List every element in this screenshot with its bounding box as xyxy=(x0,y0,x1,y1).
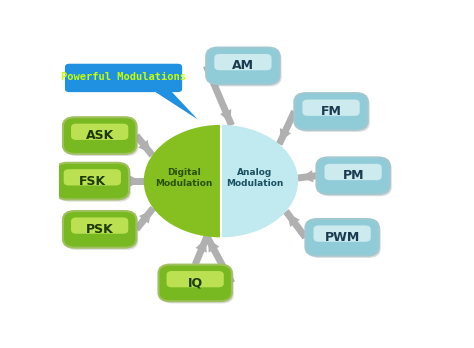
Text: ASK: ASK xyxy=(85,129,114,142)
FancyBboxPatch shape xyxy=(63,117,137,154)
FancyBboxPatch shape xyxy=(294,93,368,130)
FancyBboxPatch shape xyxy=(160,267,234,303)
FancyBboxPatch shape xyxy=(307,221,381,258)
Text: Analog
Modulation: Analog Modulation xyxy=(226,168,283,189)
FancyBboxPatch shape xyxy=(208,50,282,86)
FancyBboxPatch shape xyxy=(296,95,370,132)
FancyBboxPatch shape xyxy=(55,163,129,199)
FancyBboxPatch shape xyxy=(206,48,280,84)
FancyBboxPatch shape xyxy=(65,64,182,92)
Text: PWM: PWM xyxy=(325,231,360,244)
FancyBboxPatch shape xyxy=(65,213,138,250)
FancyBboxPatch shape xyxy=(317,157,390,194)
FancyBboxPatch shape xyxy=(325,164,382,180)
FancyBboxPatch shape xyxy=(63,211,137,248)
Text: Digital
Modulation: Digital Modulation xyxy=(155,168,212,189)
Wedge shape xyxy=(144,125,221,237)
FancyBboxPatch shape xyxy=(71,124,128,140)
Text: FSK: FSK xyxy=(79,175,106,188)
FancyBboxPatch shape xyxy=(302,100,360,116)
FancyBboxPatch shape xyxy=(214,54,272,70)
Text: AM: AM xyxy=(232,60,254,72)
FancyBboxPatch shape xyxy=(318,159,392,196)
Polygon shape xyxy=(151,89,198,119)
Text: PM: PM xyxy=(342,169,364,182)
FancyBboxPatch shape xyxy=(71,218,128,234)
FancyBboxPatch shape xyxy=(65,119,138,156)
FancyBboxPatch shape xyxy=(64,169,121,185)
Text: Powerful Modulations: Powerful Modulations xyxy=(61,72,186,82)
Wedge shape xyxy=(221,125,298,237)
FancyBboxPatch shape xyxy=(158,264,232,301)
FancyBboxPatch shape xyxy=(305,219,379,256)
FancyBboxPatch shape xyxy=(313,226,371,242)
Text: IQ: IQ xyxy=(188,276,203,290)
Text: PSK: PSK xyxy=(86,223,114,236)
FancyBboxPatch shape xyxy=(166,271,224,287)
FancyBboxPatch shape xyxy=(57,165,131,201)
Text: FM: FM xyxy=(320,105,342,118)
